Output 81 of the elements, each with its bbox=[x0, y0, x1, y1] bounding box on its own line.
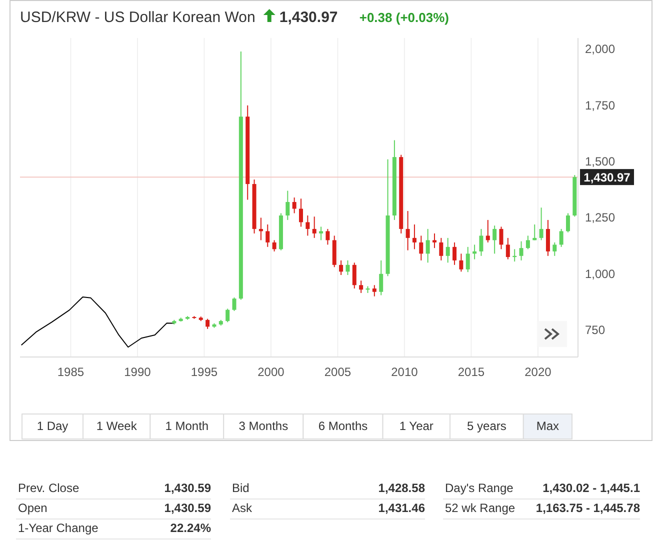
chart-title: USD/KRW - US Dollar Korean Won bbox=[20, 9, 256, 26]
candlestick bbox=[312, 216, 316, 238]
x-tick-label: 1990 bbox=[124, 365, 152, 379]
category-label: Max bbox=[536, 419, 560, 433]
category-label: 1 Week bbox=[96, 419, 138, 433]
text: 1,163.75 - 1,445.78 bbox=[536, 501, 640, 515]
candlestick bbox=[419, 235, 424, 261]
x-tick-label: 2020 bbox=[524, 365, 552, 379]
text: 22.24% bbox=[170, 521, 212, 535]
candlestick bbox=[552, 242, 557, 256]
y-tick-label: 1,000 bbox=[585, 266, 616, 281]
candlestick bbox=[466, 246, 470, 273]
candlestick bbox=[492, 225, 497, 254]
candlestick bbox=[479, 228, 484, 256]
x-tick-label: 2015 bbox=[458, 365, 485, 379]
candlestick bbox=[539, 207, 544, 241]
text: 1,431.46 bbox=[378, 501, 426, 515]
candlestick bbox=[286, 190, 290, 220]
text: Bid bbox=[232, 481, 250, 495]
category-label: 5 years bbox=[467, 419, 506, 433]
category-label: 1 Year bbox=[399, 419, 434, 433]
y-tick-label: 1,250 bbox=[585, 210, 616, 225]
candlestick bbox=[292, 197, 296, 214]
category-label: 6 Months bbox=[318, 419, 368, 433]
candlestick bbox=[372, 284, 376, 297]
candlestick bbox=[306, 214, 310, 236]
candlestick bbox=[352, 262, 356, 289]
text: Prev. Close bbox=[18, 481, 80, 495]
text: +0.38 (+0.03%) bbox=[359, 10, 449, 25]
text: 1,430.02 - 1,445.1 bbox=[542, 481, 640, 495]
candlestick bbox=[206, 318, 210, 330]
candlestick bbox=[379, 260, 384, 296]
y-tick-label: 2,000 bbox=[585, 42, 616, 56]
candlestick bbox=[319, 226, 324, 241]
text: Ask bbox=[232, 501, 254, 515]
candlestick bbox=[406, 210, 410, 251]
candlestick bbox=[526, 235, 530, 250]
candlestick bbox=[566, 212, 570, 233]
candlestick bbox=[506, 237, 510, 260]
x-tick-label: 1985 bbox=[57, 365, 84, 379]
category-label: 1 Month bbox=[165, 419, 209, 433]
candlestick bbox=[266, 224, 270, 248]
candlestick bbox=[559, 228, 564, 248]
candlestick bbox=[546, 219, 550, 256]
candlestick bbox=[359, 280, 364, 294]
candlestick bbox=[346, 260, 350, 276]
x-tick-label: 1995 bbox=[190, 365, 218, 379]
line-series bbox=[20, 296, 175, 348]
candlestick bbox=[432, 232, 436, 249]
text: Day's Range bbox=[445, 481, 514, 495]
text: 1,430.59 bbox=[164, 501, 212, 515]
x-tick-label: 2000 bbox=[258, 365, 285, 379]
candlestick bbox=[412, 224, 416, 250]
candlestick bbox=[326, 228, 330, 246]
text: 1-Year Change bbox=[18, 521, 99, 535]
y-tick-label: 1,750 bbox=[585, 98, 616, 112]
category-label: 1 Day bbox=[36, 419, 68, 433]
text: 52 wk Range bbox=[445, 501, 516, 515]
candlestick bbox=[299, 198, 303, 228]
text: 1,430.59 bbox=[164, 481, 212, 495]
candlestick bbox=[426, 228, 430, 264]
category-label: 3 Months bbox=[238, 419, 288, 433]
candlestick bbox=[459, 253, 464, 272]
x-tick-label: 2010 bbox=[391, 365, 418, 379]
candlestick bbox=[452, 242, 457, 266]
candlestick bbox=[339, 260, 344, 276]
y-tick-label: 750 bbox=[585, 323, 606, 338]
candlestick bbox=[232, 296, 236, 312]
candlestick bbox=[519, 240, 524, 261]
x-tick-label: 2005 bbox=[324, 365, 352, 379]
candlestick bbox=[439, 237, 444, 261]
candlestick bbox=[272, 240, 276, 252]
candlestick bbox=[446, 237, 450, 264]
candlestick bbox=[226, 308, 230, 323]
candlestick bbox=[486, 219, 490, 243]
candlestick bbox=[499, 226, 504, 250]
text: 1,430.97 bbox=[279, 9, 338, 26]
text: Open bbox=[18, 501, 48, 515]
text: 1,428.58 bbox=[378, 481, 426, 495]
ref-line-label: 1,430.97 bbox=[584, 170, 631, 185]
y-tick-label: 1,500 bbox=[585, 154, 616, 169]
